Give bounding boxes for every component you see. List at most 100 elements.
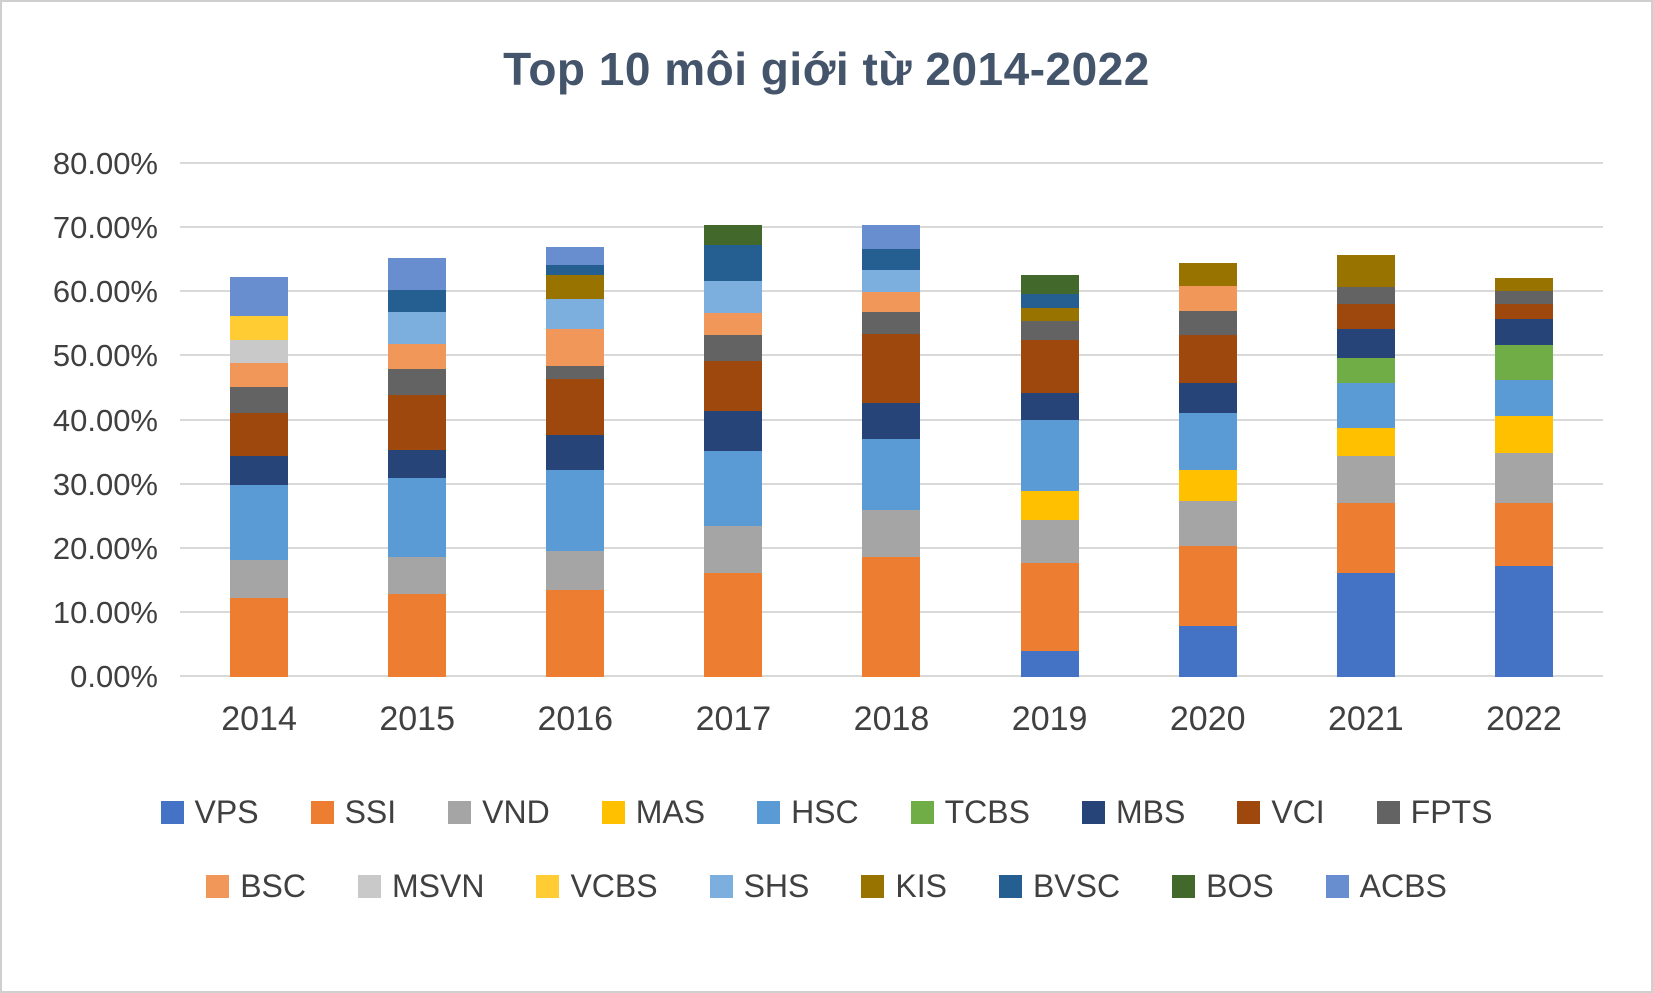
bar-segment-acbs-2015 xyxy=(388,257,447,290)
bar-segment-mas-2020 xyxy=(1178,469,1237,501)
y-axis-tick: 40.00% xyxy=(52,402,158,438)
bar-segment-bsc-2014 xyxy=(230,362,289,388)
bar-segment-bsc-2015 xyxy=(388,344,447,369)
legend-item-vci: VCI xyxy=(1237,794,1325,831)
legend-swatch-vcbs xyxy=(536,875,560,898)
stacked-bar-2015 xyxy=(388,257,447,677)
legend-item-shs: SHS xyxy=(709,868,809,905)
legend-label-mas: MAS xyxy=(635,794,706,830)
x-axis-label-2021: 2021 xyxy=(1328,700,1404,738)
bar-segment-fpts-2020 xyxy=(1178,311,1237,336)
bar-segment-hsc-2022 xyxy=(1494,380,1553,417)
legend-item-acbs: ACBS xyxy=(1325,868,1447,905)
stacked-bar-2014 xyxy=(230,277,289,677)
bar-segment-mas-2021 xyxy=(1336,428,1395,456)
bar-segment-vnd-2018 xyxy=(862,510,921,558)
legend-label-mbs: MBS xyxy=(1115,794,1186,830)
legend-label-fpts: FPTS xyxy=(1410,794,1493,830)
bar-segment-fpts-2019 xyxy=(1020,321,1079,341)
legend-row-1: VPS SSI VND MAS HSC TCBS MBS VCI FPTS xyxy=(62,794,1591,831)
bar-segment-vci-2017 xyxy=(704,360,763,411)
x-axis-labels: 2014 2015 2016 2017 2018 2019 2020 2021 2022 xyxy=(180,700,1603,739)
bar-slot-2020 xyxy=(1129,164,1287,677)
legend-label-bos: BOS xyxy=(1206,868,1274,904)
bar-segment-vci-2014 xyxy=(230,413,289,456)
x-axis-label-2022: 2022 xyxy=(1486,700,1562,738)
bar-segment-fpts-2022 xyxy=(1494,290,1553,304)
bar-segment-kis-2020 xyxy=(1178,263,1237,286)
bar-segment-hsc-2019 xyxy=(1020,420,1079,491)
legend-item-msvn: MSVN xyxy=(357,868,485,905)
bar-segment-kis-2021 xyxy=(1336,254,1395,288)
legend-label-vnd: VND xyxy=(482,794,550,830)
bar-slot-2021 xyxy=(1287,164,1445,677)
gridline xyxy=(180,162,1603,164)
legend-swatch-mas xyxy=(601,801,625,824)
bar-segment-vnd-2019 xyxy=(1020,519,1079,563)
legend-item-mas: MAS xyxy=(601,794,706,831)
x-axis-label-2017: 2017 xyxy=(695,700,772,738)
legend-swatch-vps xyxy=(160,801,184,824)
bar-segment-vnd-2021 xyxy=(1336,455,1395,503)
bar-segment-hsc-2017 xyxy=(704,450,763,527)
bar-slot-2019 xyxy=(971,164,1129,677)
bar-segment-vci-2020 xyxy=(1178,335,1237,384)
bar-segment-fpts-2014 xyxy=(230,387,289,414)
bar-slot-2018 xyxy=(812,164,970,677)
stacked-bar-2022 xyxy=(1494,278,1553,677)
legend-label-hsc: HSC xyxy=(791,794,859,830)
bar-segment-tcbs-2021 xyxy=(1336,357,1395,384)
x-axis-label-2018: 2018 xyxy=(853,700,930,738)
legend-swatch-kis xyxy=(861,875,885,898)
bar-segment-vci-2015 xyxy=(388,395,447,450)
stacked-bar-2019 xyxy=(1020,274,1079,677)
x-axis-label-2016: 2016 xyxy=(537,700,614,738)
legend-swatch-fpts xyxy=(1376,801,1400,824)
bar-segment-bvsc-2019 xyxy=(1020,293,1079,309)
stacked-bar-2021 xyxy=(1336,254,1395,677)
legend-row-2: BSC MSVN VCBS SHS KIS BVSC BOS ACBS xyxy=(62,868,1591,905)
bar-segment-mbs-2015 xyxy=(388,449,447,479)
legend-item-tcbs: TCBS xyxy=(910,794,1030,831)
bar-segment-bsc-2020 xyxy=(1178,285,1237,312)
bar-segment-vnd-2015 xyxy=(388,557,447,594)
legend-label-kis: KIS xyxy=(895,868,947,904)
legend-swatch-vci xyxy=(1237,801,1261,824)
legend-swatch-vnd xyxy=(448,801,472,824)
stacked-bar-2018 xyxy=(862,225,921,677)
x-axis-label-2019: 2019 xyxy=(1011,700,1088,738)
bar-segment-hsc-2015 xyxy=(388,478,447,558)
bar-segment-hsc-2014 xyxy=(230,484,289,561)
bar-segment-mbs-2017 xyxy=(704,410,763,451)
bar-segment-shs-2018 xyxy=(862,270,921,293)
legend-item-vnd: VND xyxy=(448,794,550,831)
bar-segment-acbs-2018 xyxy=(862,225,921,249)
bar-segment-ssi-2016 xyxy=(546,590,605,677)
bar-segment-vci-2022 xyxy=(1494,303,1553,320)
legend-label-vci: VCI xyxy=(1271,794,1325,830)
bar-segment-bsc-2017 xyxy=(704,312,763,336)
legend-label-msvn: MSVN xyxy=(391,868,485,904)
bar-slot-2014 xyxy=(180,164,338,677)
bar-segment-bvsc-2017 xyxy=(704,245,763,281)
bar-segment-ssi-2020 xyxy=(1178,545,1237,626)
bar-segment-mbs-2022 xyxy=(1494,319,1553,345)
x-axis-label-2015: 2015 xyxy=(379,700,455,738)
legend-label-tcbs: TCBS xyxy=(944,794,1030,830)
bar-segment-kis-2019 xyxy=(1020,308,1079,322)
bar-segment-bvsc-2015 xyxy=(388,289,447,313)
legend-swatch-tcbs xyxy=(910,801,934,824)
bar-segment-tcbs-2022 xyxy=(1494,344,1553,381)
plot-area: 0.00% 10.00% 20.00% 30.00% 40.00% 50.00% 60.00… xyxy=(53,146,1603,694)
bar-segment-fpts-2016 xyxy=(546,365,605,379)
bar-segment-vnd-2014 xyxy=(230,560,289,599)
bar-segment-fpts-2015 xyxy=(388,368,447,396)
legend-item-bvsc: BVSC xyxy=(998,868,1120,905)
bar-segment-hsc-2018 xyxy=(862,438,921,511)
bar-segment-vci-2019 xyxy=(1020,340,1079,393)
bar-segment-hsc-2020 xyxy=(1178,412,1237,470)
legend-swatch-mbs xyxy=(1081,801,1105,824)
y-axis-tick: 30.00% xyxy=(52,466,158,502)
bar-segment-vnd-2016 xyxy=(546,550,605,591)
legend-swatch-hsc xyxy=(757,801,781,824)
